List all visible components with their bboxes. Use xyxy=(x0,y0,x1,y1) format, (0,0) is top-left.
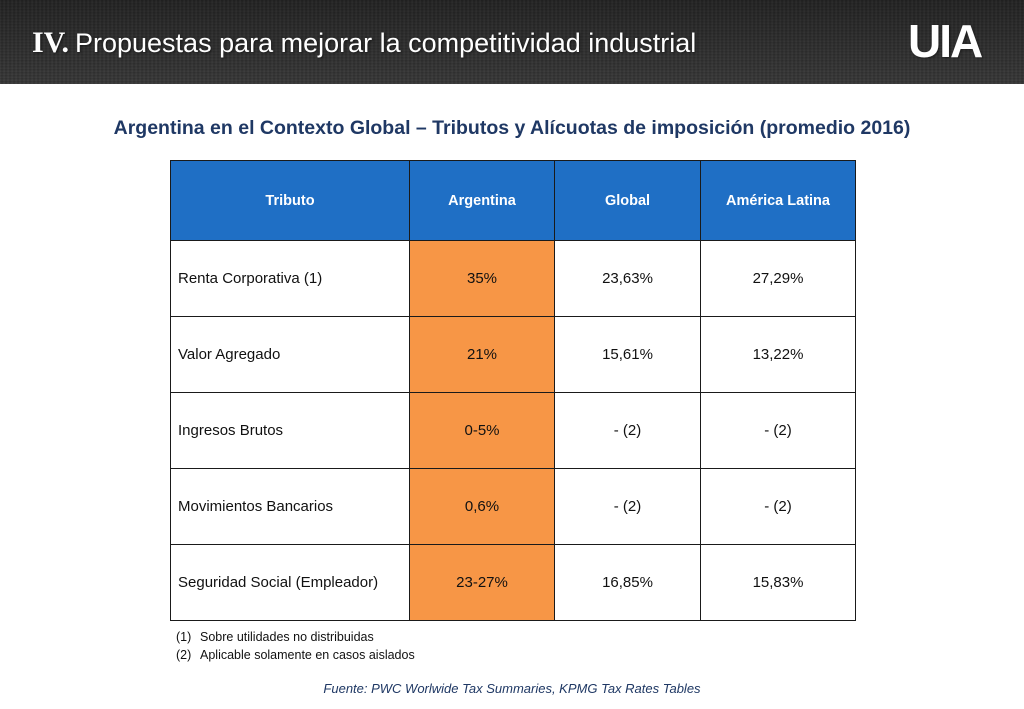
column-header-america-latina: América Latina xyxy=(700,160,856,241)
cell-tributo: Movimientos Bancarios xyxy=(170,468,410,545)
page-title: Argentina en el Contexto Global – Tribut… xyxy=(113,117,911,139)
footnote-marker: (1) xyxy=(176,630,192,644)
table-row: Seguridad Social (Empleador) 23-27% 16,8… xyxy=(170,544,856,621)
cell-argentina: 0-5% xyxy=(409,392,555,469)
cell-america-latina: - (2) xyxy=(700,468,856,545)
footnotes: (1) Sobre utilidades no distribuidas (2) A… xyxy=(176,628,415,664)
cell-america-latina: 15,83% xyxy=(700,544,856,621)
cell-tributo: Valor Agregado xyxy=(170,316,410,393)
source-citation: Fuente: PWC Worlwide Tax Summaries, KPMG… xyxy=(323,681,701,696)
cell-america-latina: 27,29% xyxy=(700,240,856,317)
cell-global: 23,63% xyxy=(554,240,701,317)
cell-argentina: 0,6% xyxy=(409,468,555,545)
table-header-row: Tributo Argentina Global América Latina xyxy=(170,160,856,241)
uia-logo: UIA xyxy=(908,15,983,67)
cell-argentina: 35% xyxy=(409,240,555,317)
table-row: Renta Corporativa (1) 35% 23,63% 27,29% xyxy=(170,240,856,317)
section-title: Propuestas para mejorar la competitivida… xyxy=(74,28,697,58)
cell-global: - (2) xyxy=(554,468,701,545)
table-row: Ingresos Brutos 0-5% - (2) - (2) xyxy=(170,392,856,469)
footnote-text: Sobre utilidades no distribuidas xyxy=(200,630,374,644)
cell-america-latina: - (2) xyxy=(700,392,856,469)
footnote-2: (2) Aplicable solamente en casos aislados xyxy=(176,646,415,664)
footnote-text: Aplicable solamente en casos aislados xyxy=(200,648,415,662)
cell-tributo: Seguridad Social (Empleador) xyxy=(170,544,410,621)
column-header-tributo: Tributo xyxy=(170,160,410,241)
cell-tributo: Renta Corporativa (1) xyxy=(170,240,410,317)
cell-global: - (2) xyxy=(554,392,701,469)
column-header-global: Global xyxy=(554,160,701,241)
column-header-argentina: Argentina xyxy=(409,160,555,241)
cell-argentina: 21% xyxy=(409,316,555,393)
cell-tributo: Ingresos Brutos xyxy=(170,392,410,469)
cell-global: 16,85% xyxy=(554,544,701,621)
header-title: IV. Propuestas para mejorar la competitiv… xyxy=(32,26,696,60)
cell-america-latina: 13,22% xyxy=(700,316,856,393)
section-number: IV. xyxy=(32,26,69,59)
table-row: Valor Agregado 21% 15,61% 13,22% xyxy=(170,316,856,393)
header-banner: IV. Propuestas para mejorar la competitiv… xyxy=(0,0,1024,84)
footnote-1: (1) Sobre utilidades no distribuidas xyxy=(176,628,415,646)
footnote-marker: (2) xyxy=(176,648,192,662)
tax-table: Tributo Argentina Global América Latina … xyxy=(170,160,856,621)
table-row: Movimientos Bancarios 0,6% - (2) - (2) xyxy=(170,468,856,545)
cell-argentina: 23-27% xyxy=(409,544,555,621)
cell-global: 15,61% xyxy=(554,316,701,393)
